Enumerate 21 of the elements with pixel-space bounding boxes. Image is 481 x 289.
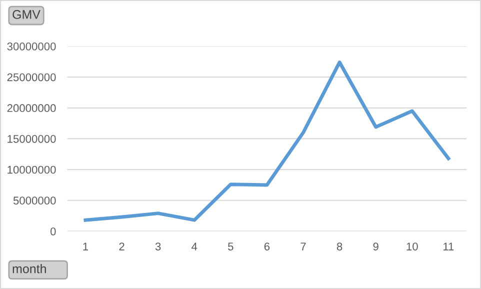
y-tick-label: 10000000 bbox=[8, 166, 56, 174]
y-tick-label: 20000000 bbox=[7, 104, 56, 112]
y-axis-title: GMV bbox=[12, 10, 40, 19]
x-tick-label: 1 bbox=[83, 242, 88, 250]
x-tick-label: 4 bbox=[192, 242, 198, 250]
x-tick-label: 10 bbox=[406, 242, 418, 250]
x-tick-label: 5 bbox=[228, 242, 234, 250]
x-tick-label: 2 bbox=[119, 242, 124, 250]
x-axis-title: month bbox=[12, 264, 46, 274]
x-tick-label: 7 bbox=[300, 242, 306, 250]
x-tick-label: 11 bbox=[444, 242, 454, 250]
y-tick-label: 15000000 bbox=[8, 134, 56, 143]
x-tick-label: 3 bbox=[155, 242, 161, 250]
y-tick-label: 25000000 bbox=[7, 73, 56, 82]
x-tick-label: 9 bbox=[373, 242, 378, 250]
y-tick-label: 5000000 bbox=[13, 196, 56, 205]
x-tick-label: 6 bbox=[264, 242, 270, 250]
line-series bbox=[84, 60, 450, 222]
y-tick-label: 30000000 bbox=[7, 42, 56, 50]
x-tick-label: 8 bbox=[336, 242, 342, 250]
y-tick-label: 0 bbox=[50, 227, 56, 236]
